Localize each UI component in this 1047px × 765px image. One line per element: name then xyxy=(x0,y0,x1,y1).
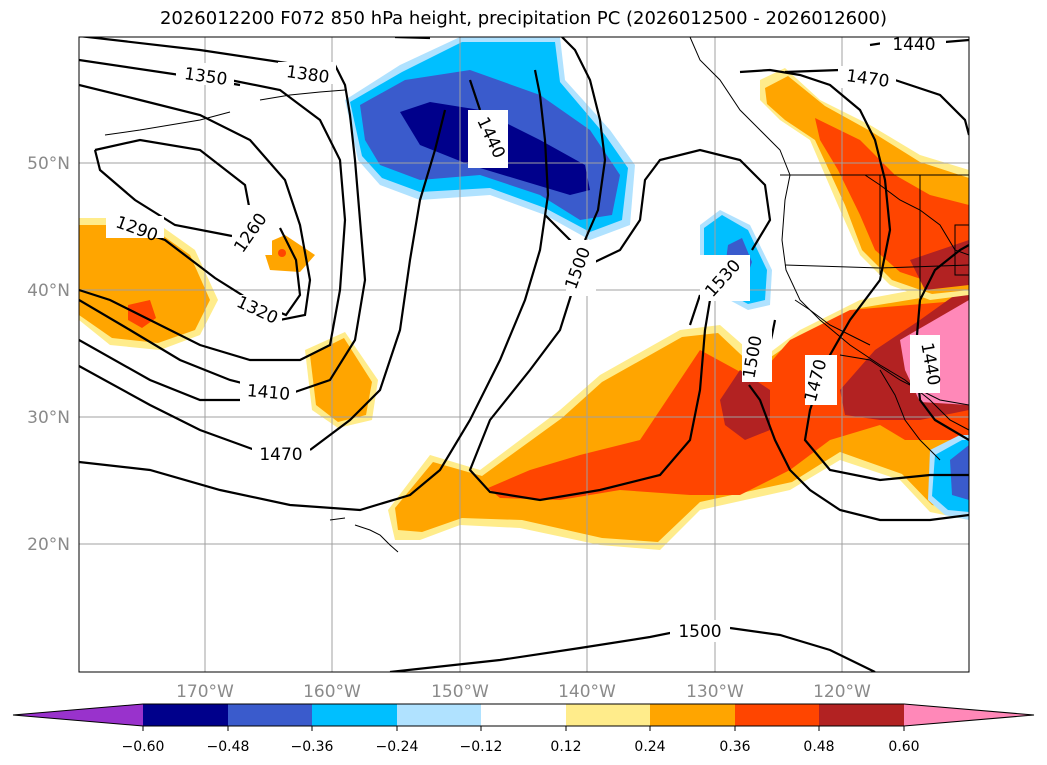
contour-label: 1440 xyxy=(892,35,935,55)
height-contours xyxy=(79,37,969,672)
lon-tick-label: 170°W xyxy=(176,682,234,702)
contour-label: 1500 xyxy=(678,622,721,642)
map-frame xyxy=(78,36,970,673)
colorbar-segment xyxy=(143,704,228,726)
colorbar-segment xyxy=(566,704,650,726)
colorbar-tick-label: −0.36 xyxy=(291,739,334,755)
colorbar-tick-label: −0.12 xyxy=(460,739,503,755)
lat-tick-label: 40°N xyxy=(27,281,70,301)
contour-label: 1410 xyxy=(246,381,291,405)
lon-tick-label: 150°W xyxy=(431,682,489,702)
lat-tick-label: 20°N xyxy=(27,535,70,555)
colorbar-tick-label: 0.24 xyxy=(634,739,665,755)
coastlines xyxy=(104,37,969,553)
map-content xyxy=(79,37,969,672)
colorbar-segment xyxy=(228,704,312,726)
colorbar-segment xyxy=(819,704,904,726)
colorbar-tick-label: −0.48 xyxy=(207,739,250,755)
lon-tick-label: 120°W xyxy=(813,682,871,702)
contour-label-backdrops xyxy=(106,37,946,642)
lat-tick-label: 30°N xyxy=(27,408,70,428)
colorbar-tick-label: 0.48 xyxy=(803,739,834,755)
colorbar-tick-label: 0.12 xyxy=(550,739,581,755)
colorbar-segment xyxy=(735,704,819,726)
lat-tick-label: 50°N xyxy=(27,154,70,174)
contour-label: 1470 xyxy=(259,445,302,465)
colorbar-extend-right xyxy=(904,704,1034,726)
lon-tick-label: 130°W xyxy=(686,682,744,702)
colorbar-tick-label: −0.60 xyxy=(122,739,165,755)
lon-tick-labels: 170°W 160°W 150°W 140°W 130°W 120°W xyxy=(176,682,871,702)
map-title: 2026012200 F072 850 hPa height, precipit… xyxy=(159,8,888,29)
colorbar-tick-label: −0.24 xyxy=(376,739,419,755)
lon-tick-label: 140°W xyxy=(558,682,616,702)
colorbar-segment xyxy=(481,704,566,726)
colorbar-segment xyxy=(312,704,397,726)
colorbar: −0.60 −0.48 −0.36 −0.24 −0.12 0.12 0.24 … xyxy=(12,703,1035,755)
colorbar-segment xyxy=(397,704,481,726)
colorbar-extend-left xyxy=(13,704,143,726)
lon-tick-label: 160°W xyxy=(303,682,361,702)
colorbar-tick-label: 0.60 xyxy=(888,739,919,755)
lat-tick-labels: 50°N 40°N 30°N 20°N xyxy=(27,154,70,555)
colorbar-segment xyxy=(650,704,735,726)
colorbar-tick-label: 0.36 xyxy=(719,739,750,755)
